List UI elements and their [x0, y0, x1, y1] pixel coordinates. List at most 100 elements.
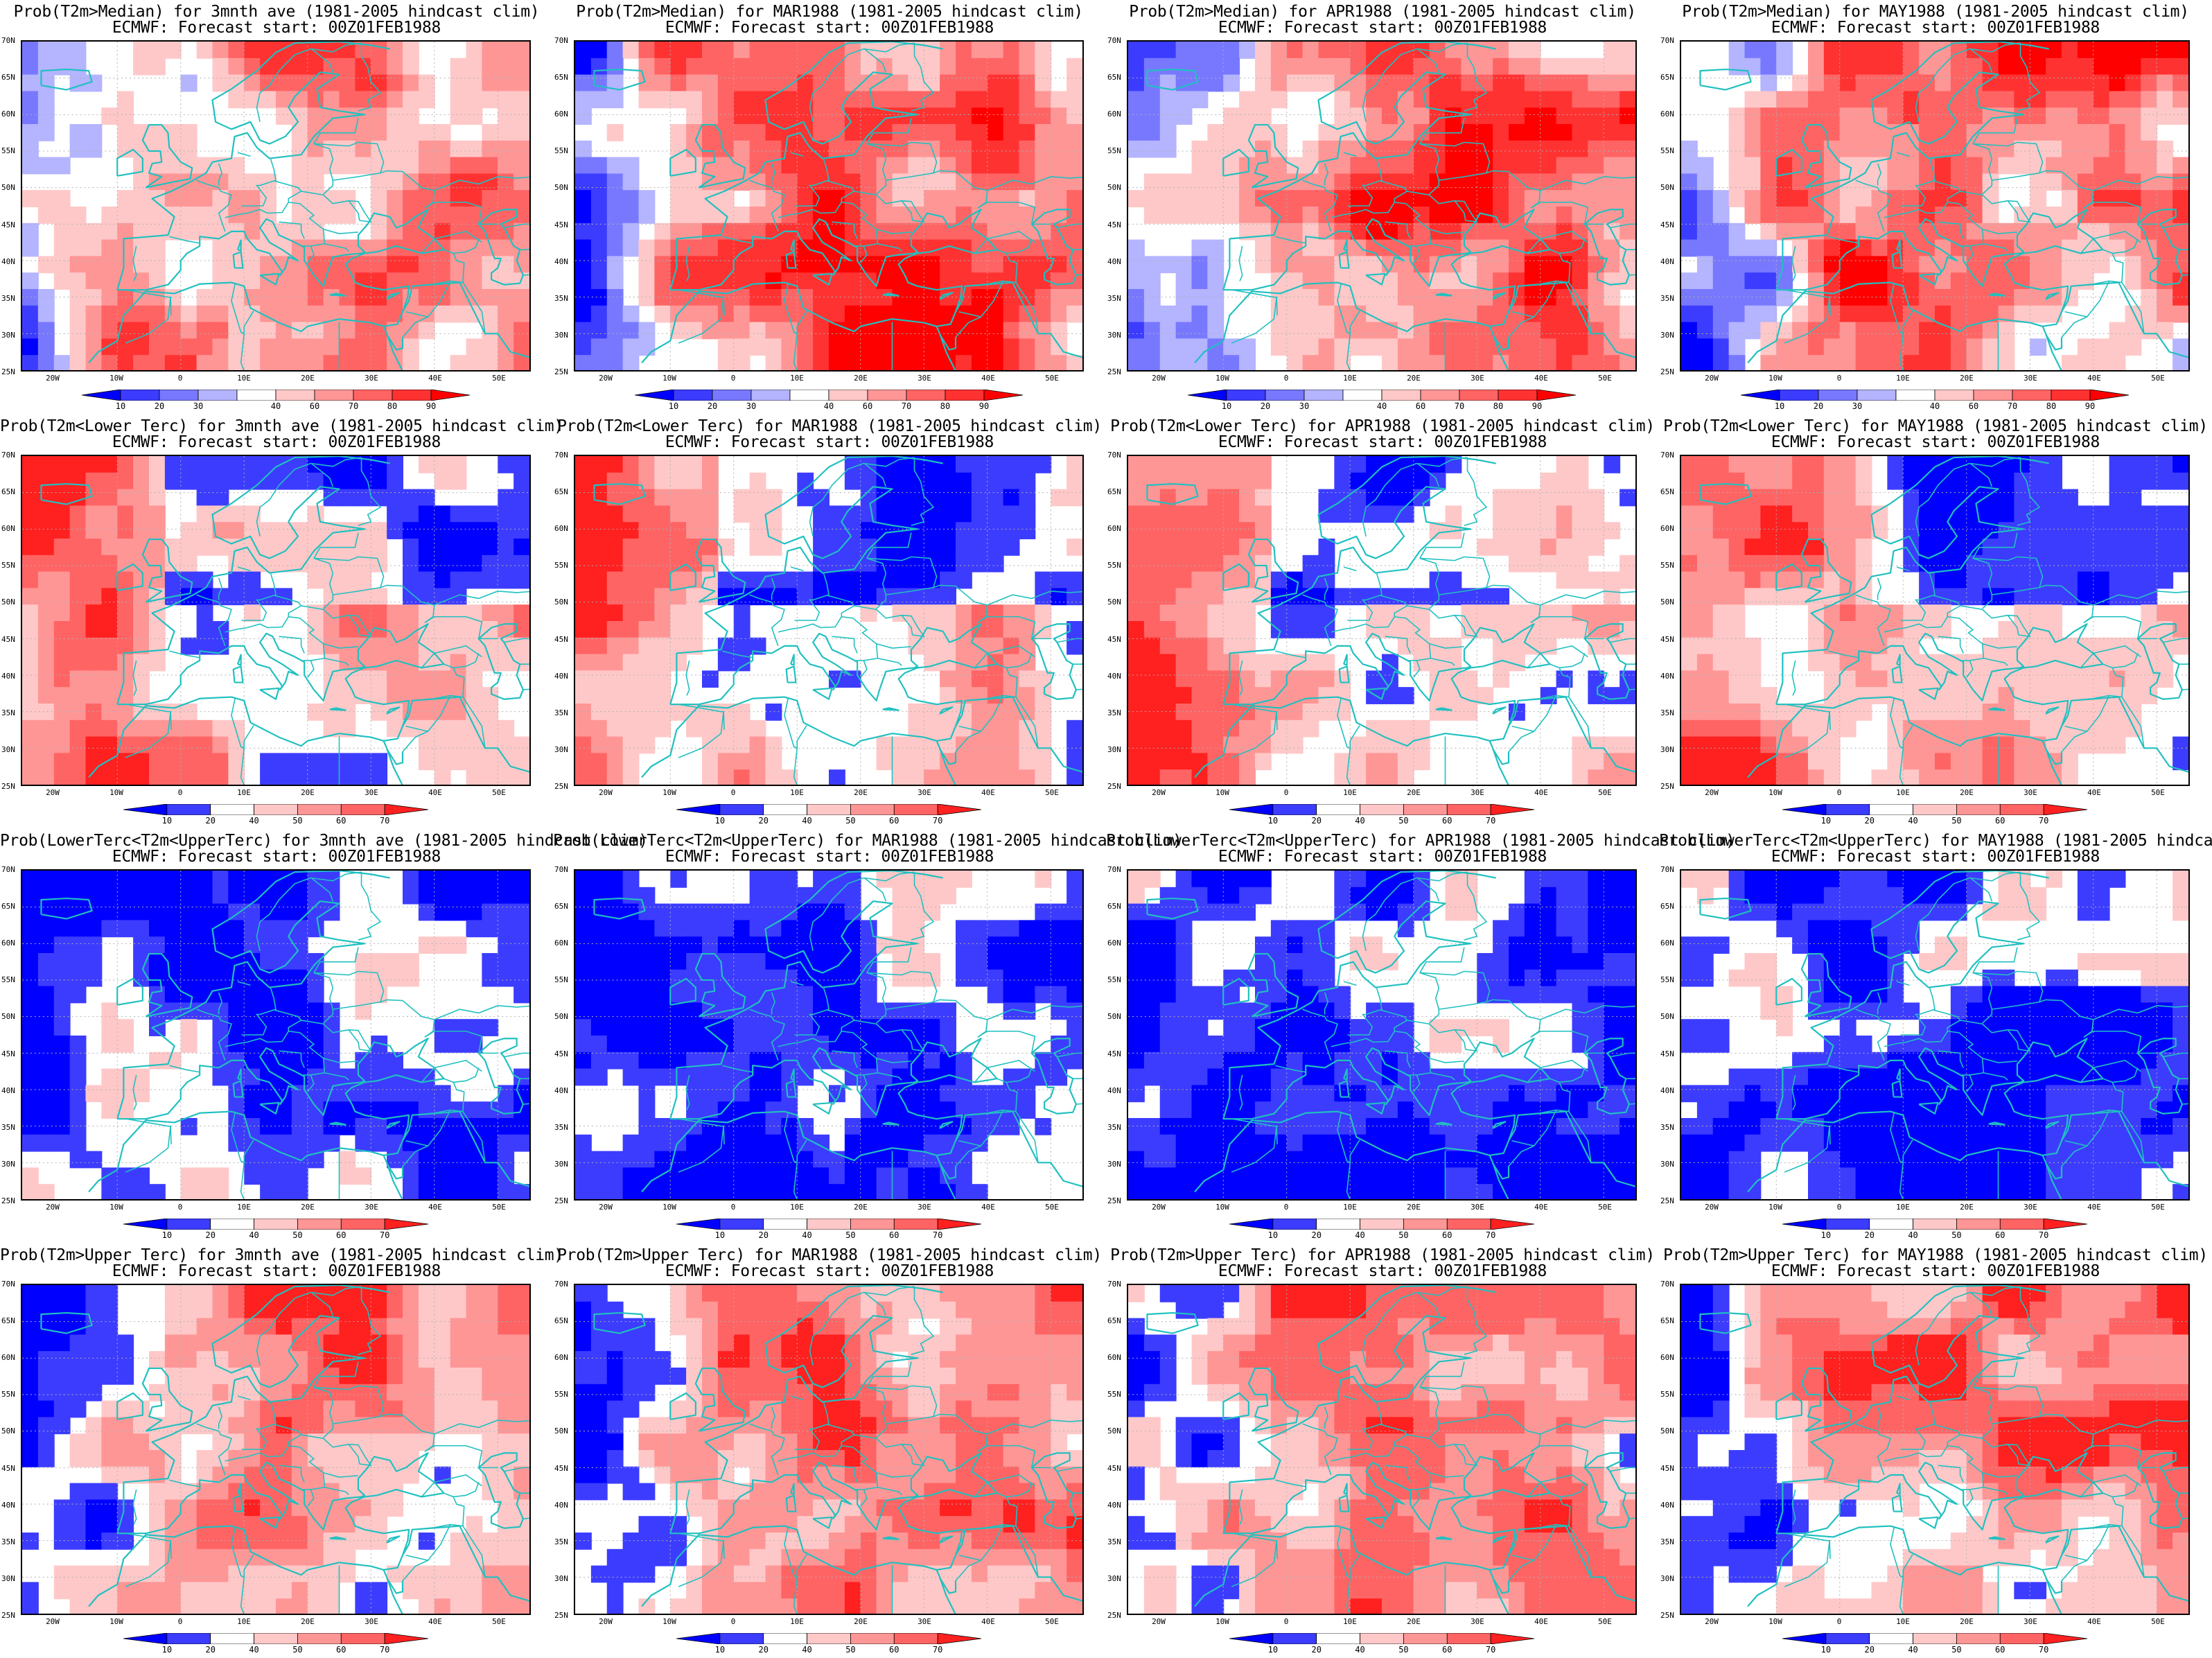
colorbar-segment	[850, 804, 895, 815]
lat-tick-label: 65N	[554, 902, 568, 911]
lon-tick-label: 40E	[1534, 1203, 1548, 1212]
lat-tick-label: 70N	[1660, 451, 1674, 460]
colorbar-segment	[384, 1633, 428, 1644]
lat-tick-label: 45N	[1660, 1463, 1674, 1473]
colorbar-label: 30	[193, 401, 204, 411]
map-svg	[1681, 871, 2188, 1199]
colorbar-segment	[340, 1633, 385, 1644]
colorbar-label: 80	[387, 401, 398, 411]
lat-tick-label: 45N	[1660, 1049, 1674, 1058]
map-frame[interactable]	[1680, 40, 2190, 372]
map-frame[interactable]	[1680, 869, 2190, 1201]
lon-tick-label: 40E	[981, 788, 995, 797]
lat-tick-label: 65N	[1107, 1316, 1121, 1326]
coastlines	[1699, 1285, 2188, 1614]
lat-tick-label: 25N	[1, 1611, 15, 1620]
colorbar-label: 20	[205, 1645, 216, 1655]
map-frame[interactable]	[1680, 1284, 2190, 1615]
lat-tick-label: 45N	[554, 1049, 568, 1058]
lon-tick-label: 0	[177, 788, 183, 797]
lat-tick-label: 50N	[554, 597, 568, 607]
colorbar-label: 60	[336, 1645, 346, 1655]
lon-tick-label: 30E	[1471, 374, 1484, 383]
map-frame[interactable]	[1127, 455, 1637, 786]
panel-subtitle: ECMWF: Forecast start: 00Z01FEB1988	[665, 433, 994, 451]
map-frame[interactable]	[574, 869, 1084, 1201]
lat-tick-label: 50N	[554, 1012, 568, 1022]
colorbar	[1188, 390, 1576, 401]
lat-lon-grid	[575, 456, 1082, 785]
lon-tick-label: 20E	[854, 788, 868, 797]
map-frame[interactable]	[21, 869, 531, 1201]
colorbar-segment	[1973, 390, 2013, 401]
lon-tick-label: 10W	[1768, 1617, 1782, 1626]
lon-tick-label: 10W	[109, 788, 123, 797]
colorbar-label: 10	[1267, 1645, 1279, 1655]
colorbar-label: 80	[1493, 401, 1504, 411]
colorbar-segment	[1272, 804, 1317, 815]
colorbar-segment	[1226, 390, 1266, 401]
lon-tick-label: 30E	[918, 1203, 931, 1212]
map-frame[interactable]	[21, 1284, 531, 1615]
colorbar-label: 80	[940, 401, 951, 411]
lat-tick-label: 55N	[1660, 146, 1674, 156]
lat-tick-label: 60N	[1, 524, 15, 534]
lat-tick-label: 60N	[1660, 524, 1674, 534]
lat-tick-label: 35N	[1660, 1122, 1674, 1132]
colorbar-label: 50	[1951, 1230, 1962, 1240]
map-frame[interactable]	[574, 455, 1084, 786]
lat-tick-label: 25N	[1107, 1196, 1121, 1205]
lon-tick-label: 0	[730, 788, 736, 797]
lat-tick-label: 30N	[1107, 744, 1121, 754]
colorbar-segment	[1459, 390, 1499, 401]
lon-tick-label: 10W	[1215, 1203, 1229, 1212]
colorbar-label: 60	[889, 1230, 899, 1240]
colorbar-label: 40	[1929, 401, 1940, 411]
lat-tick-label: 65N	[1107, 73, 1121, 82]
map-frame[interactable]	[21, 455, 531, 786]
country-borders	[125, 42, 529, 370]
colorbar-label: 70	[2038, 816, 2049, 826]
colorbar-segment	[1446, 804, 1491, 815]
lat-tick-label: 35N	[554, 293, 568, 303]
lat-tick-label: 50N	[1660, 1426, 1674, 1436]
map-frame[interactable]	[1127, 1284, 1637, 1615]
lon-tick-label: 50E	[2151, 374, 2165, 383]
panel-subtitle: ECMWF: Forecast start: 00Z01FEB1988	[1771, 1262, 2100, 1280]
colorbar-segment	[1360, 1219, 1404, 1230]
colorbar-label: 70	[1485, 1645, 1496, 1655]
lon-tick-label: 10E	[1343, 1617, 1357, 1626]
lon-tick-label: 40E	[981, 374, 995, 383]
lon-tick-label: 20W	[1152, 374, 1166, 383]
lon-tick-label: 40E	[2087, 374, 2101, 383]
map-svg	[575, 456, 1082, 785]
country-borders	[1784, 871, 2188, 1199]
map-frame[interactable]	[574, 40, 1084, 372]
colorbar-label: 10	[1820, 1230, 1832, 1240]
lat-lon-grid	[1128, 871, 1635, 1199]
colorbar	[123, 1633, 428, 1644]
lon-tick-label: 0	[177, 374, 183, 383]
map-frame[interactable]	[1680, 455, 2190, 786]
lat-tick-label: 35N	[1107, 1122, 1121, 1132]
colorbar-label: 60	[1415, 401, 1426, 411]
lon-tick-label: 10W	[662, 374, 676, 383]
country-borders	[125, 457, 529, 785]
lat-tick-label: 40N	[554, 256, 568, 266]
colorbar-label: 40	[1355, 1230, 1365, 1240]
map-frame[interactable]	[21, 40, 531, 372]
map-frame[interactable]	[1127, 869, 1637, 1201]
map-frame[interactable]	[1127, 40, 1637, 372]
colorbar-label: 10	[161, 1645, 173, 1655]
colorbar-segment	[1779, 390, 1819, 401]
colorbar-segment	[893, 1633, 938, 1644]
colorbar-label: 40	[802, 1230, 812, 1240]
colorbar-label: 70	[1454, 401, 1465, 411]
map-frame[interactable]	[574, 1284, 1084, 1615]
colorbar-segment	[1446, 1633, 1491, 1644]
lon-tick-label: 10E	[1343, 1203, 1357, 1212]
colorbar-label: 40	[802, 1645, 812, 1655]
country-borders	[678, 42, 1082, 370]
colorbar-segment	[1999, 1219, 2044, 1230]
colorbar-label: 10	[1267, 816, 1279, 826]
